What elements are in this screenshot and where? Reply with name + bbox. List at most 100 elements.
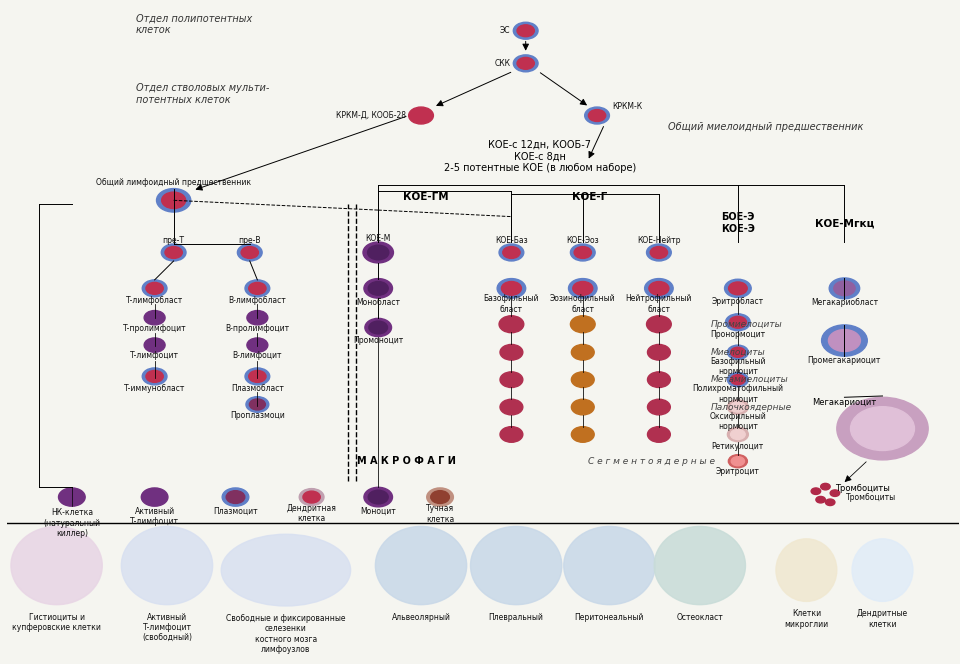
Circle shape [571,427,594,442]
Circle shape [830,490,840,497]
Circle shape [499,244,524,261]
Circle shape [514,55,538,72]
Text: Оксифильный
нормоцит: Оксифильный нормоцит [709,412,766,431]
Circle shape [568,279,597,298]
Circle shape [573,282,592,295]
Text: Остеокласт: Остеокласт [677,612,723,622]
Text: Метамиелоциты: Метамиелоциты [711,375,789,384]
Text: Базофильный
бласт: Базофильный бласт [484,294,540,313]
Text: Палочкоядерные: Палочкоядерные [711,402,792,412]
Circle shape [728,427,749,442]
Circle shape [165,246,182,258]
Text: Пронормоцит: Пронормоцит [710,329,765,339]
Text: ЭС: ЭС [500,27,511,35]
Text: КРКМ-К: КРКМ-К [612,102,642,111]
Text: Т-иммунобласт: Т-иммунобласт [124,384,185,392]
Text: Тучная
клетка: Тучная клетка [426,505,454,524]
Circle shape [500,345,523,360]
Circle shape [237,244,262,261]
Circle shape [250,313,265,323]
Circle shape [514,23,538,39]
Circle shape [575,347,590,358]
Circle shape [517,25,535,37]
Circle shape [650,318,667,330]
Circle shape [651,347,667,358]
Circle shape [651,374,667,385]
Circle shape [647,399,670,415]
Circle shape [503,347,519,358]
Circle shape [247,311,268,325]
Text: СКК: СКК [494,59,511,68]
Text: КОЕ-ГМ: КОЕ-ГМ [403,192,448,202]
Text: Гистиоциты и
купферовские клетки: Гистиоциты и купферовские клетки [12,612,101,632]
Text: Моноцит: Моноцит [360,507,396,516]
Circle shape [249,282,266,294]
Text: В-лимфоцит: В-лимфоцит [232,351,282,360]
Text: КОЕ-с 12дн, КООБ-7
КОЕ-с 8дн
2-5 потентные КОЕ (в любом наборе): КОЕ-с 12дн, КООБ-7 КОЕ-с 8дн 2-5 потентн… [444,140,636,173]
Circle shape [729,455,748,467]
Circle shape [571,345,594,360]
Circle shape [726,314,750,331]
Circle shape [575,402,590,412]
Text: Ретикулоцит: Ретикулоцит [711,442,764,451]
Text: Эритроцит: Эритроцит [716,467,759,476]
Circle shape [241,246,258,258]
Circle shape [369,282,388,295]
Circle shape [837,397,928,460]
Circle shape [156,189,191,212]
Circle shape [730,316,747,328]
Ellipse shape [121,527,213,605]
Circle shape [574,318,591,330]
Circle shape [829,278,859,299]
Circle shape [731,347,745,357]
Circle shape [247,338,268,353]
Text: Общий миелоидный предшественник: Общий миелоидный предшественник [668,122,864,131]
Circle shape [62,491,82,503]
Text: КОЕ-Баз: КОЕ-Баз [495,236,528,245]
Circle shape [728,400,749,414]
Text: НК-клетка
(натуральный
киллер): НК-клетка (натуральный киллер) [43,508,101,538]
Text: Эозинофильный
бласт: Эозинофильный бласт [550,294,615,313]
Text: В-лимфобласт: В-лимфобласт [228,295,286,305]
Text: КОЕ-Эоз: КОЕ-Эоз [566,236,599,245]
Text: Свободные и фиксированные
селезенки
костного мозга
лимфоузлов: Свободные и фиксированные селезенки кост… [227,614,346,654]
Text: Мегакариоцит: Мегакариоцит [812,398,876,407]
Circle shape [651,402,667,412]
Circle shape [732,457,745,465]
Circle shape [146,371,163,382]
Circle shape [500,427,523,442]
Circle shape [303,491,321,503]
Text: Тромбоциты: Тромбоциты [835,484,890,493]
Circle shape [644,279,673,298]
Ellipse shape [852,539,913,602]
Text: Полихроматофильный
нормоцит: Полихроматофильный нормоцит [692,384,783,404]
Text: КОЕ-Мгкц: КОЕ-Мгкц [815,218,875,228]
Text: Активный
Т-лимфоцит
(свободный): Активный Т-лимфоцит (свободный) [142,612,192,642]
Circle shape [503,374,519,385]
Ellipse shape [375,527,467,605]
Text: Эритробласт: Эритробласт [711,297,764,306]
Ellipse shape [221,535,350,606]
Circle shape [146,282,163,294]
Circle shape [731,430,745,440]
Circle shape [500,399,523,415]
Circle shape [575,429,590,440]
Circle shape [413,110,430,122]
Circle shape [647,372,670,388]
Circle shape [245,280,270,297]
Circle shape [571,399,594,415]
Circle shape [245,368,270,385]
Circle shape [503,318,520,330]
Circle shape [144,338,165,353]
Circle shape [728,373,749,387]
Circle shape [728,345,749,359]
Text: БОЕ-Э
КОЕ-Э: БОЕ-Э КОЕ-Э [721,212,755,234]
Circle shape [647,427,670,442]
Text: Плевральный: Плевральный [489,612,543,622]
Circle shape [588,110,606,122]
Ellipse shape [654,527,746,605]
Circle shape [731,402,745,412]
Circle shape [300,489,324,505]
Text: Тромбоциты: Тромбоциты [847,493,897,501]
Circle shape [649,282,669,295]
